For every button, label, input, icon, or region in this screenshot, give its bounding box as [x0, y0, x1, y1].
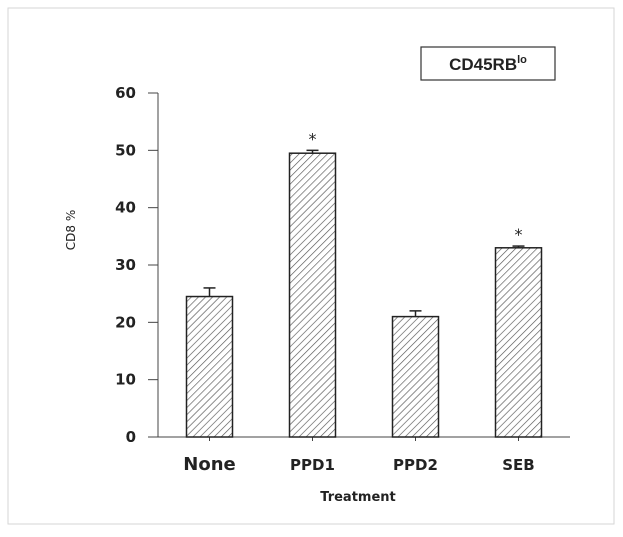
bars-group	[185, 149, 543, 438]
y-tick-label: 30	[115, 256, 136, 274]
y-tick-label: 20	[115, 313, 136, 331]
outer-border	[7, 7, 615, 525]
legend-box-text: CD45RBlo	[449, 54, 527, 74]
legend-box: CD45RBlo	[420, 46, 556, 81]
bar-seb	[494, 247, 543, 438]
bar-ppd1	[288, 152, 337, 438]
bar-none	[185, 295, 234, 438]
x-tick-label-ppd1: PPD1	[290, 456, 335, 474]
labels-group: 0 10 20 30 40 50 60 None * PPD1 PPD2 * SEB	[115, 84, 535, 475]
y-tick-label: 60	[115, 84, 136, 102]
y-tick-label: 40	[115, 199, 136, 217]
x-tick-label-ppd2: PPD2	[393, 456, 438, 474]
x-tick-label-none: None	[183, 454, 235, 475]
bar-ppd2	[391, 315, 440, 438]
y-tick-label: 50	[115, 141, 136, 159]
y-tick-label: 0	[126, 428, 136, 446]
x-axis-title: Treatment	[320, 490, 396, 505]
significance-star: *	[515, 225, 523, 244]
legend-box-frame	[420, 46, 556, 81]
y-tick-label: 10	[115, 371, 136, 389]
x-tick-label-seb: SEB	[502, 456, 534, 474]
y-axis-title: CD8 %	[64, 210, 78, 250]
significance-star: *	[309, 129, 317, 148]
